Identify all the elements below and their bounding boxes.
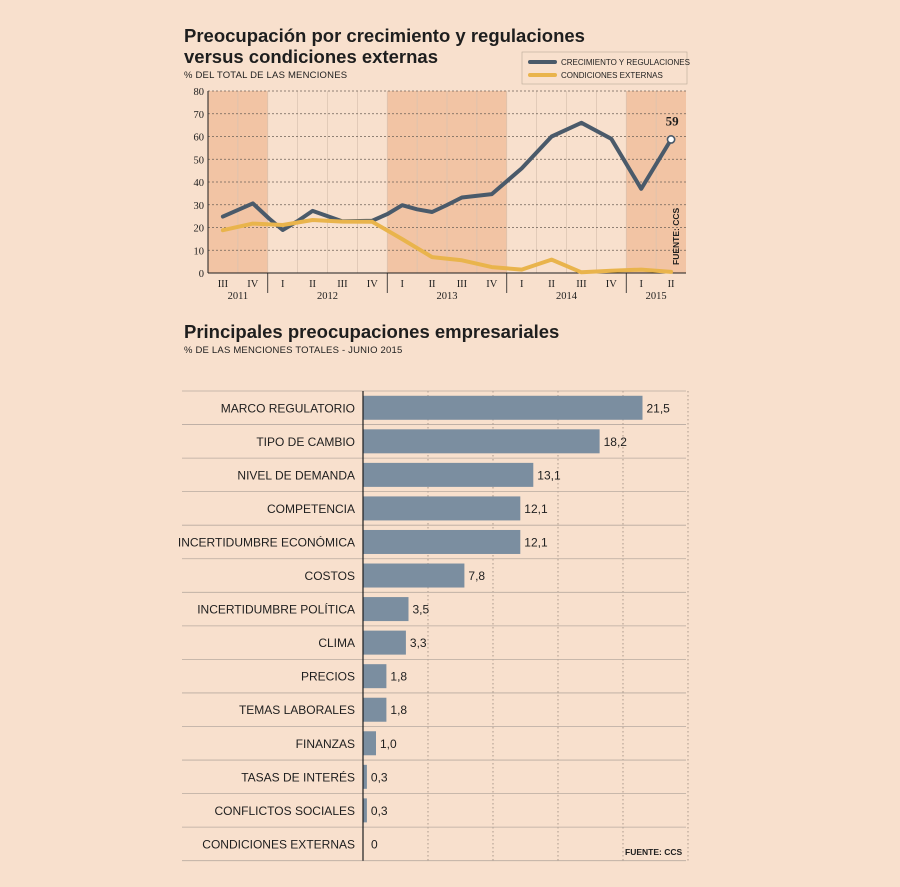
bar-category-label: MARCO REGULATORIO bbox=[221, 401, 355, 415]
bar-chart-subtitle: % DE LAS MENCIONES TOTALES - JUNIO 2015 bbox=[184, 345, 402, 356]
bar-value-label: 1,0 bbox=[380, 737, 397, 751]
x-tick-quarter: II bbox=[309, 279, 316, 290]
bar-category-label: NIVEL DE DEMANDA bbox=[237, 468, 355, 482]
bar-category-label: TIPO DE CAMBIO bbox=[256, 435, 355, 449]
bar-category-label: PRECIOS bbox=[301, 670, 355, 684]
x-tick-quarter: I bbox=[520, 279, 524, 290]
bar bbox=[363, 529, 521, 554]
line-chart-source: FUENTE: CCS bbox=[671, 208, 681, 265]
bar-value-label: 0 bbox=[371, 837, 378, 851]
x-tick-quarter: IV bbox=[247, 279, 258, 290]
y-tick-label: 20 bbox=[194, 224, 205, 235]
x-tick-quarter: III bbox=[337, 279, 348, 290]
series-line-regulaciones bbox=[220, 120, 674, 232]
bar bbox=[363, 630, 406, 655]
x-tick-quarter: IV bbox=[606, 279, 617, 290]
legend-box bbox=[521, 51, 688, 85]
bar-category-label: CONDICIONES EXTERNAS bbox=[202, 837, 355, 851]
y-tick-label: 70 bbox=[194, 110, 205, 121]
x-tick-quarter: III bbox=[218, 279, 229, 290]
bar-category-label: INCERTIDUMBRE POLÍTICA bbox=[197, 602, 355, 617]
bar-category-label: TASAS DE INTERÉS bbox=[241, 769, 355, 784]
x-tick-quarter: I bbox=[639, 279, 643, 290]
bar-value-label: 12,1 bbox=[524, 502, 548, 516]
x-tick-quarter: IV bbox=[367, 279, 378, 290]
bar-value-label: 3,5 bbox=[413, 603, 430, 617]
y-tick-label: 10 bbox=[194, 246, 205, 257]
bar-category-label: COSTOS bbox=[305, 569, 355, 583]
bar bbox=[363, 764, 367, 789]
bar-category-label: TEMAS LABORALES bbox=[239, 703, 355, 717]
y-tick-label: 80 bbox=[194, 87, 205, 98]
bar-chart-title: Principales preocupaciones empresariales bbox=[184, 321, 559, 342]
y-tick-label: 0 bbox=[199, 269, 204, 280]
y-tick-label: 50 bbox=[194, 155, 205, 166]
bar-value-label: 1,8 bbox=[390, 670, 407, 684]
bar-value-label: 21,5 bbox=[647, 401, 671, 415]
bar bbox=[363, 429, 600, 454]
legend-label-externas: CONDICIONES EXTERNAS bbox=[561, 71, 663, 80]
bar bbox=[363, 395, 643, 420]
line-chart-title-line-2: versus condiciones externas bbox=[184, 46, 438, 67]
x-tick-quarter: I bbox=[400, 279, 404, 290]
bar-value-label: 3,3 bbox=[410, 636, 427, 650]
bar-chart: MARCO REGULATORIO 21,5 TIPO DE CAMBIO 18,2 N… bbox=[178, 390, 689, 862]
x-tick-year: 2011 bbox=[228, 291, 249, 302]
x-tick-year: 2014 bbox=[556, 291, 578, 302]
x-tick-year: 2012 bbox=[317, 291, 338, 302]
line-chart-legend: CRECIMIENTO Y REGULACIONES CONDICIONES E… bbox=[521, 51, 690, 85]
x-tick-quarter: III bbox=[576, 279, 587, 290]
x-tick-year: 2015 bbox=[646, 291, 667, 302]
bar-category-label: INCERTIDUMBRE ECONÓMICA bbox=[178, 534, 355, 549]
bar-category-label: FINANZAS bbox=[296, 737, 355, 751]
bar bbox=[363, 563, 465, 588]
bar-value-label: 18,2 bbox=[604, 435, 628, 449]
y-tick-label: 30 bbox=[194, 201, 205, 212]
bar bbox=[363, 664, 387, 689]
bar-value-label: 1,8 bbox=[390, 703, 407, 717]
line-chart-subtitle: % DEL TOTAL DE LAS MENCIONES bbox=[184, 70, 347, 81]
bar-category-label: COMPETENCIA bbox=[267, 502, 355, 516]
bar-value-label: 12,1 bbox=[524, 535, 548, 549]
x-tick-quarter: II bbox=[668, 279, 675, 290]
x-tick-quarter: II bbox=[548, 279, 555, 290]
x-tick-quarter: IV bbox=[486, 279, 497, 290]
legend-label-regulaciones: CRECIMIENTO Y REGULACIONES bbox=[561, 58, 690, 67]
bar bbox=[363, 496, 521, 521]
bar bbox=[363, 462, 534, 487]
bar-category-label: CONFLICTOS SOCIALES bbox=[215, 804, 355, 818]
x-tick-quarter: II bbox=[429, 279, 436, 290]
bar-chart-source: FUENTE: CCS bbox=[625, 847, 682, 857]
x-tick-year: 2013 bbox=[437, 291, 458, 302]
bar bbox=[363, 798, 367, 823]
bar-value-label: 0,3 bbox=[371, 804, 388, 818]
bar bbox=[363, 597, 409, 622]
bar-value-label: 7,8 bbox=[468, 569, 485, 583]
series-line-externas bbox=[220, 218, 674, 275]
bar-category-label: CLIMA bbox=[318, 636, 355, 650]
last-point-marker bbox=[666, 135, 676, 144]
x-tick-quarter: I bbox=[281, 279, 285, 290]
last-point-label: 59 bbox=[666, 113, 680, 128]
bar-value-label: 13,1 bbox=[537, 468, 561, 482]
bar bbox=[363, 697, 387, 722]
line-chart-title-line-1: Preocupación por crecimiento y regulacio… bbox=[184, 25, 585, 46]
x-tick-quarter: III bbox=[457, 279, 468, 290]
bar-value-label: 0,3 bbox=[371, 770, 388, 784]
y-tick-label: 40 bbox=[194, 178, 205, 189]
y-tick-label: 60 bbox=[194, 133, 205, 144]
bar bbox=[363, 731, 376, 756]
